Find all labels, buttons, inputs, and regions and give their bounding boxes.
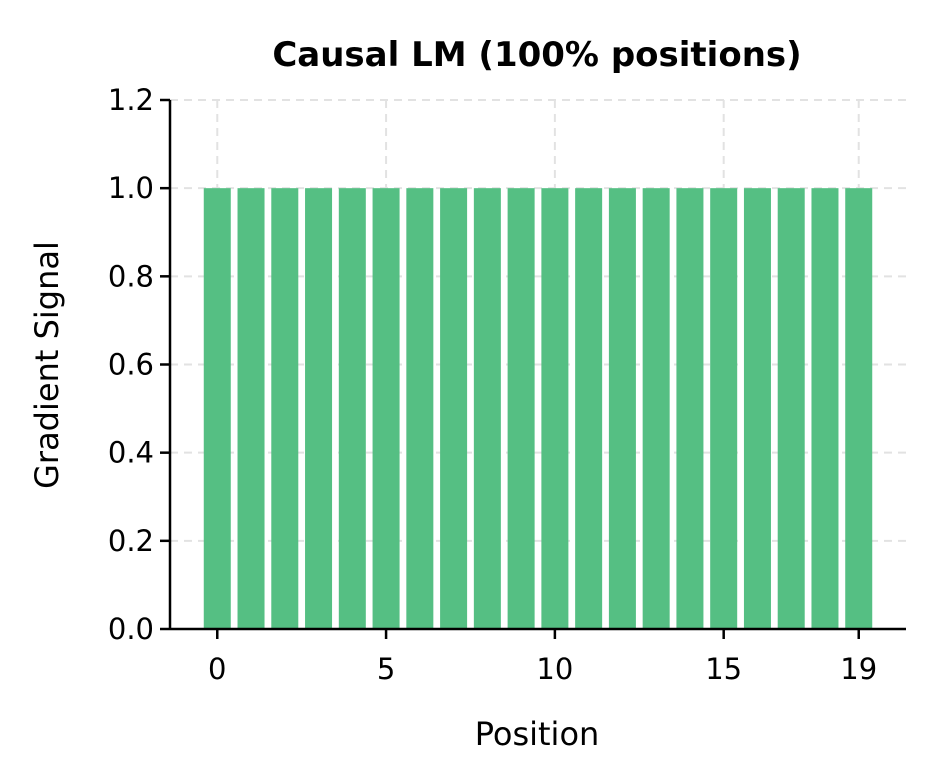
bar <box>507 188 535 629</box>
x-ticks: 0 5 10 15 19 <box>208 629 877 686</box>
y-tick-label: 0.4 <box>108 436 154 470</box>
bar <box>271 188 299 629</box>
y-tick-label: 0.6 <box>108 348 154 382</box>
bar <box>608 188 636 629</box>
bar <box>372 188 400 629</box>
y-tick-label: 1.0 <box>108 171 154 205</box>
x-axis-label: Position <box>475 715 600 753</box>
bar <box>676 188 704 629</box>
y-tick-label: 1.2 <box>108 83 154 117</box>
bar <box>811 188 839 629</box>
chart-title: Causal LM (100% positions) <box>272 35 801 75</box>
y-tick-label: 0.0 <box>108 612 154 646</box>
x-tick-label: 19 <box>840 652 877 686</box>
y-tick-label: 0.8 <box>108 259 154 293</box>
bar <box>305 188 333 629</box>
bar <box>743 188 771 629</box>
bar <box>642 188 670 629</box>
bar <box>845 188 873 629</box>
bar <box>203 188 231 629</box>
bar <box>406 188 434 629</box>
bar <box>237 188 265 629</box>
bar <box>473 188 501 629</box>
bar <box>575 188 603 629</box>
x-tick-label: 0 <box>208 652 226 686</box>
y-ticks: 0.0 0.2 0.4 0.6 0.8 1.0 1.2 <box>108 83 170 646</box>
bars <box>203 188 873 629</box>
bar <box>440 188 468 629</box>
x-tick-label: 5 <box>377 652 395 686</box>
bar <box>541 188 569 629</box>
bar <box>710 188 738 629</box>
x-tick-label: 15 <box>705 652 742 686</box>
y-tick-label: 0.2 <box>108 524 154 558</box>
bar <box>777 188 805 629</box>
x-tick-label: 10 <box>536 652 573 686</box>
bar <box>338 188 366 629</box>
y-axis-label: Gradient Signal <box>28 241 66 489</box>
